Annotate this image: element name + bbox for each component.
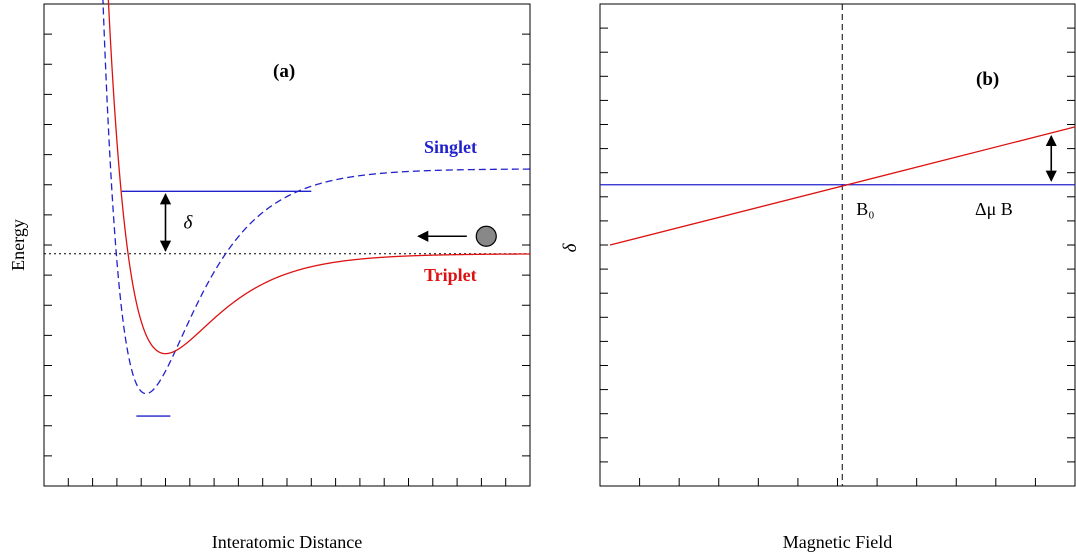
panel-b-y-axis-title: δ (560, 242, 581, 252)
series-triplet-curve (107, 0, 531, 355)
panel-b-x-axis-title: Magnetic Field (783, 532, 892, 552)
panel-a-label: (a) (273, 61, 295, 82)
legend-triplet: Triplet (424, 265, 477, 285)
panel-a: δ Singlet Triplet (a) Interatomic Distan… (8, 0, 531, 552)
panel-b-ticks (600, 27, 1075, 486)
panel-b-label: (b) (976, 69, 999, 90)
delta-mu-b-label: Δμ B (975, 199, 1013, 219)
delta-label: δ (184, 213, 194, 234)
panel-b: B₀ Δμ B (b) Magnetic Field δ (560, 3, 1076, 552)
b0-label: B₀ (856, 199, 874, 219)
legend-singlet: Singlet (424, 137, 477, 157)
panel-a-x-axis-title: Interatomic Distance (212, 532, 362, 552)
panel-a-ticks (44, 33, 530, 486)
series-singlet-curve (102, 0, 530, 395)
series-triplet-line (609, 126, 1076, 246)
incoming-atom (475, 225, 497, 247)
bound-levels (121, 190, 312, 417)
panel-b-frame (599, 3, 1076, 487)
panel-a-y-axis-title: Energy (8, 219, 28, 271)
